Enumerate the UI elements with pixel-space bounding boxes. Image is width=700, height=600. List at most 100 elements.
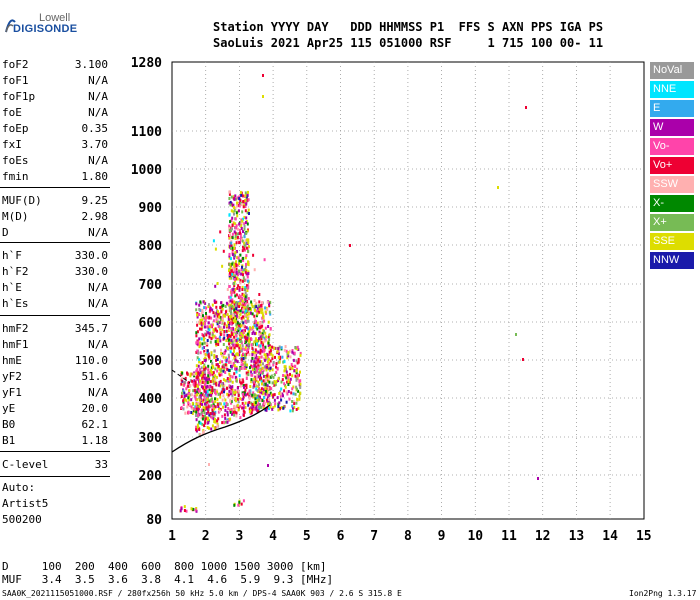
echo-point (236, 353, 239, 357)
echo-point (207, 321, 210, 325)
echo-point (221, 304, 224, 308)
param-key: fxI (2, 138, 22, 151)
echo-point (295, 385, 298, 389)
echo-point (299, 382, 302, 386)
echo-point (279, 394, 282, 398)
echo-point (277, 347, 280, 351)
echo-point (267, 386, 270, 390)
echo-point (212, 365, 214, 369)
echo-point (229, 200, 232, 204)
echo-point (230, 195, 233, 199)
echo-point (229, 226, 232, 230)
echo-point (234, 316, 237, 320)
echo-point (266, 396, 269, 400)
echo-point (247, 315, 250, 318)
echo-point (250, 302, 253, 306)
legend-item: W (650, 119, 694, 136)
echo-point (238, 332, 241, 336)
echo-point (231, 388, 234, 392)
echo-point (273, 393, 276, 397)
echo-point (260, 370, 262, 374)
echo-point (254, 397, 257, 401)
echo-point (247, 347, 250, 351)
echo-point (280, 406, 283, 410)
echo-point (245, 374, 248, 378)
echo-point (235, 270, 238, 274)
echo-point (208, 328, 211, 332)
echo-point (198, 360, 201, 364)
echo-point (250, 406, 253, 409)
echo-point (221, 264, 224, 268)
echo-point (195, 384, 198, 387)
echo-point (201, 414, 204, 418)
echo-point (244, 191, 247, 195)
param-row: foEs N/A (2, 154, 108, 168)
echo-point (234, 367, 236, 371)
echo-point (219, 409, 221, 413)
echo-point (271, 368, 274, 372)
echo-point (187, 401, 190, 405)
echo-point (269, 391, 272, 395)
echo-point (235, 260, 238, 264)
echo-point (219, 379, 222, 383)
echo-point (180, 507, 183, 511)
echo-point (269, 359, 272, 363)
echo-point (256, 356, 259, 359)
echo-point (215, 383, 218, 387)
echo-point (200, 408, 203, 412)
echo-point (215, 375, 218, 379)
echo-point (203, 352, 206, 356)
echo-point (210, 380, 213, 383)
echo-point (236, 360, 239, 364)
echo-point (233, 308, 236, 312)
echo-point (237, 269, 240, 273)
echo-point (242, 205, 245, 209)
echo-point (193, 388, 196, 392)
echo-point (236, 286, 239, 290)
echo-point (235, 303, 237, 307)
echo-point (285, 370, 288, 374)
param-value: N/A (88, 338, 108, 351)
echo-point (264, 408, 267, 412)
echo-point (201, 333, 204, 336)
echo-point (255, 339, 258, 343)
echo-point (229, 417, 232, 421)
echo-point (235, 241, 238, 245)
echo-point (231, 385, 234, 389)
echo-point (251, 373, 254, 377)
echo-point (203, 370, 206, 374)
echo-point (266, 372, 269, 376)
echo-point (221, 328, 224, 332)
echo-point (196, 423, 199, 427)
echo-point (235, 264, 238, 268)
x-tick-label: 1 (168, 529, 176, 544)
echo-point (233, 246, 235, 250)
echo-point (255, 331, 257, 335)
echo-point (232, 267, 235, 271)
echo-point (230, 317, 233, 321)
param-key: foF1p (2, 90, 36, 103)
echo-point (280, 387, 283, 391)
echo-point (211, 335, 214, 339)
echo-point (246, 317, 249, 321)
echo-point (247, 307, 250, 311)
echo-point (277, 377, 280, 381)
echo-point (188, 398, 191, 402)
echo-point (241, 279, 244, 283)
echo-point (228, 295, 231, 299)
echo-point (253, 364, 256, 368)
echo-point (276, 366, 279, 370)
echo-point (184, 398, 187, 402)
echo-point (223, 322, 226, 326)
param-row: foEp 0.35 (2, 122, 108, 136)
param-key: h`E (2, 281, 22, 294)
echo-point (268, 302, 270, 306)
echo-point (244, 329, 246, 333)
echo-point (240, 398, 243, 401)
echo-point (193, 407, 196, 411)
echo-point (195, 410, 198, 414)
echo-point (259, 373, 262, 377)
echo-point (224, 408, 227, 412)
echo-point (247, 208, 250, 212)
echo-point (203, 306, 206, 310)
